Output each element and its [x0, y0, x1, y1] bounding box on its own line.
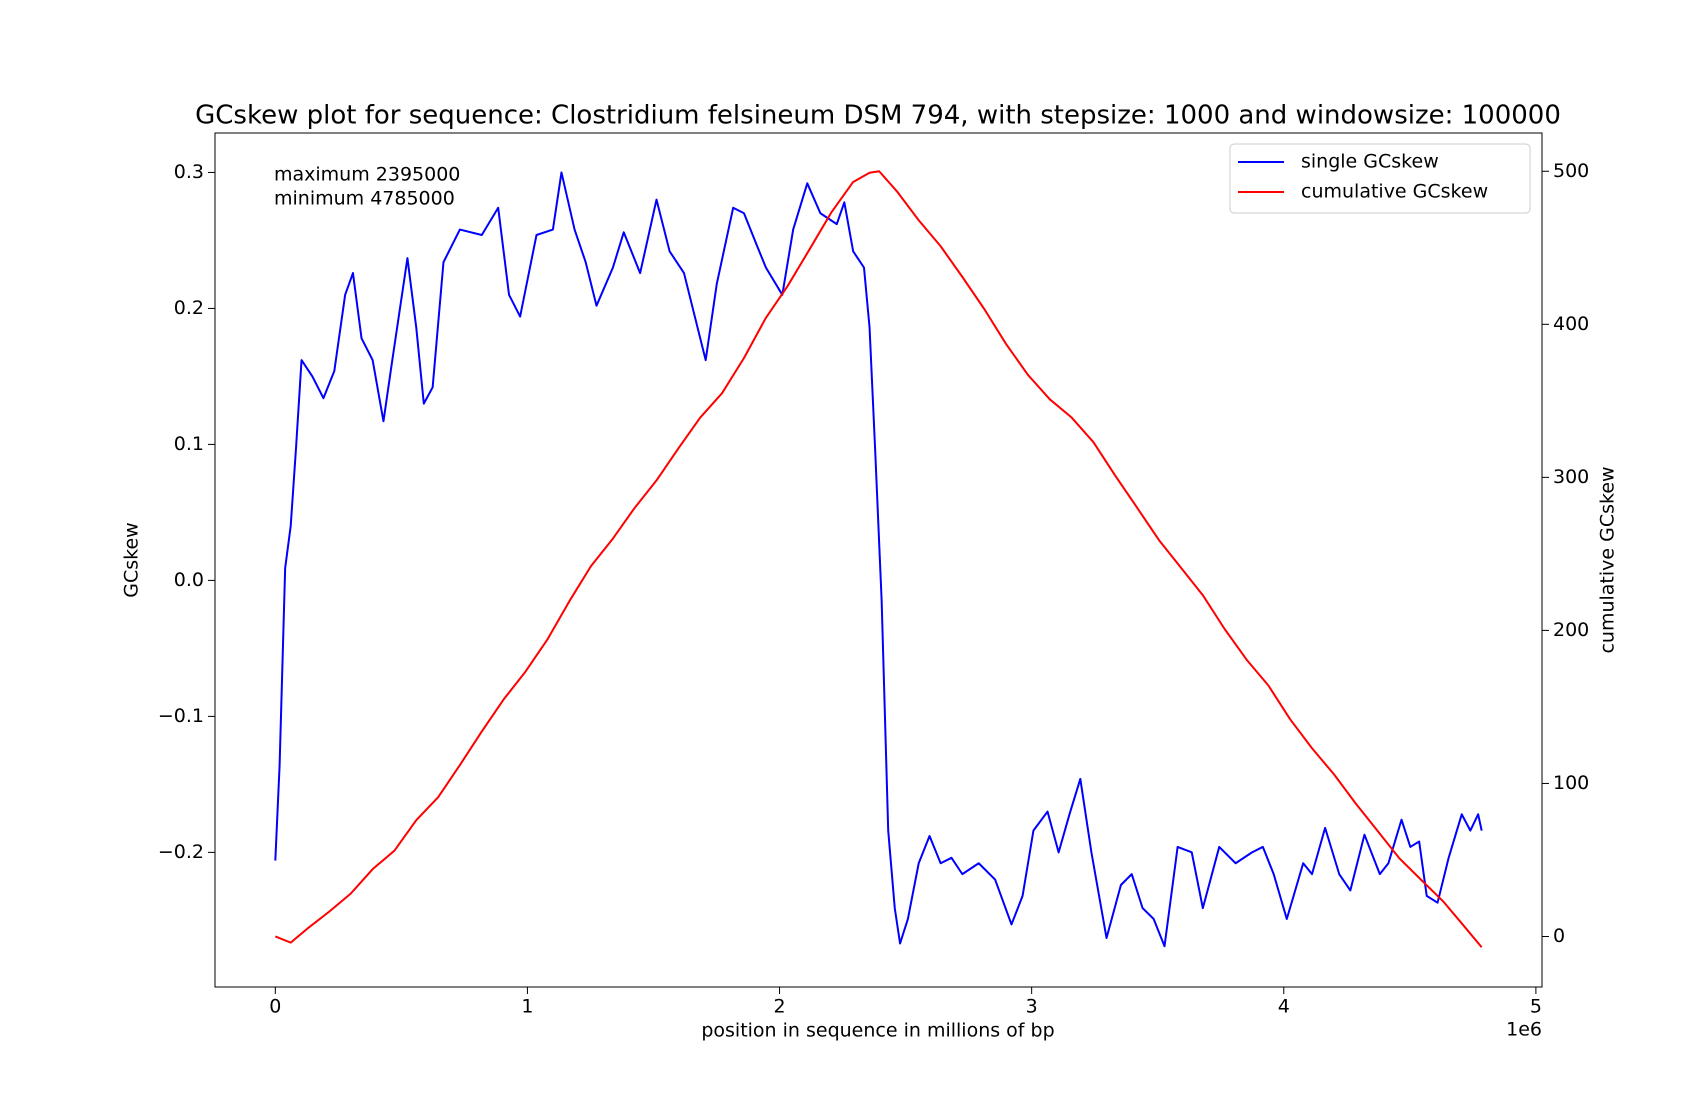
legend-box — [1229, 143, 1531, 214]
plot-frame — [214, 132, 1543, 988]
x-offset-label: 1e6 — [1506, 1019, 1542, 1041]
x-tick-label: 1 — [521, 996, 533, 1018]
series-line — [274, 170, 1483, 948]
chart-title: GCskew plot for sequence: Clostridium fe… — [195, 101, 1561, 131]
y-tick-label: 0.3 — [174, 161, 204, 183]
annotation: maximum 2395000 — [274, 164, 460, 186]
y2-axis-label: cumulative GCskew — [1597, 466, 1619, 653]
x-tick-label: 4 — [1278, 996, 1290, 1018]
y-axis-label: GCskew — [121, 522, 143, 597]
x-axis-label: position in sequence in millions of bp — [701, 1020, 1054, 1042]
y-tick-label: −0.1 — [158, 705, 204, 727]
legend-label: cumulative GCskew — [1301, 181, 1488, 203]
x-tick-label: 0 — [269, 996, 281, 1018]
x-tick-label: 5 — [1530, 996, 1542, 1018]
x-tick-label: 2 — [773, 996, 785, 1018]
y-tick-label: 0.2 — [174, 297, 204, 319]
y-tick-label: −0.2 — [158, 841, 204, 863]
y-tick-label: 0.0 — [174, 569, 204, 591]
series-line — [274, 171, 1483, 948]
y-tick-label: 0.1 — [174, 433, 204, 455]
legend-label: single GCskew — [1301, 151, 1439, 173]
y2-tick-label: 500 — [1553, 160, 1589, 182]
annotation: minimum 4785000 — [274, 188, 455, 210]
y2-tick-label: 100 — [1553, 772, 1589, 794]
y2-tick-label: 200 — [1553, 619, 1589, 641]
x-tick-label: 3 — [1026, 996, 1038, 1018]
y2-tick-label: 0 — [1553, 925, 1565, 947]
y2-tick-label: 300 — [1553, 466, 1589, 488]
y2-tick-label: 400 — [1553, 313, 1589, 335]
